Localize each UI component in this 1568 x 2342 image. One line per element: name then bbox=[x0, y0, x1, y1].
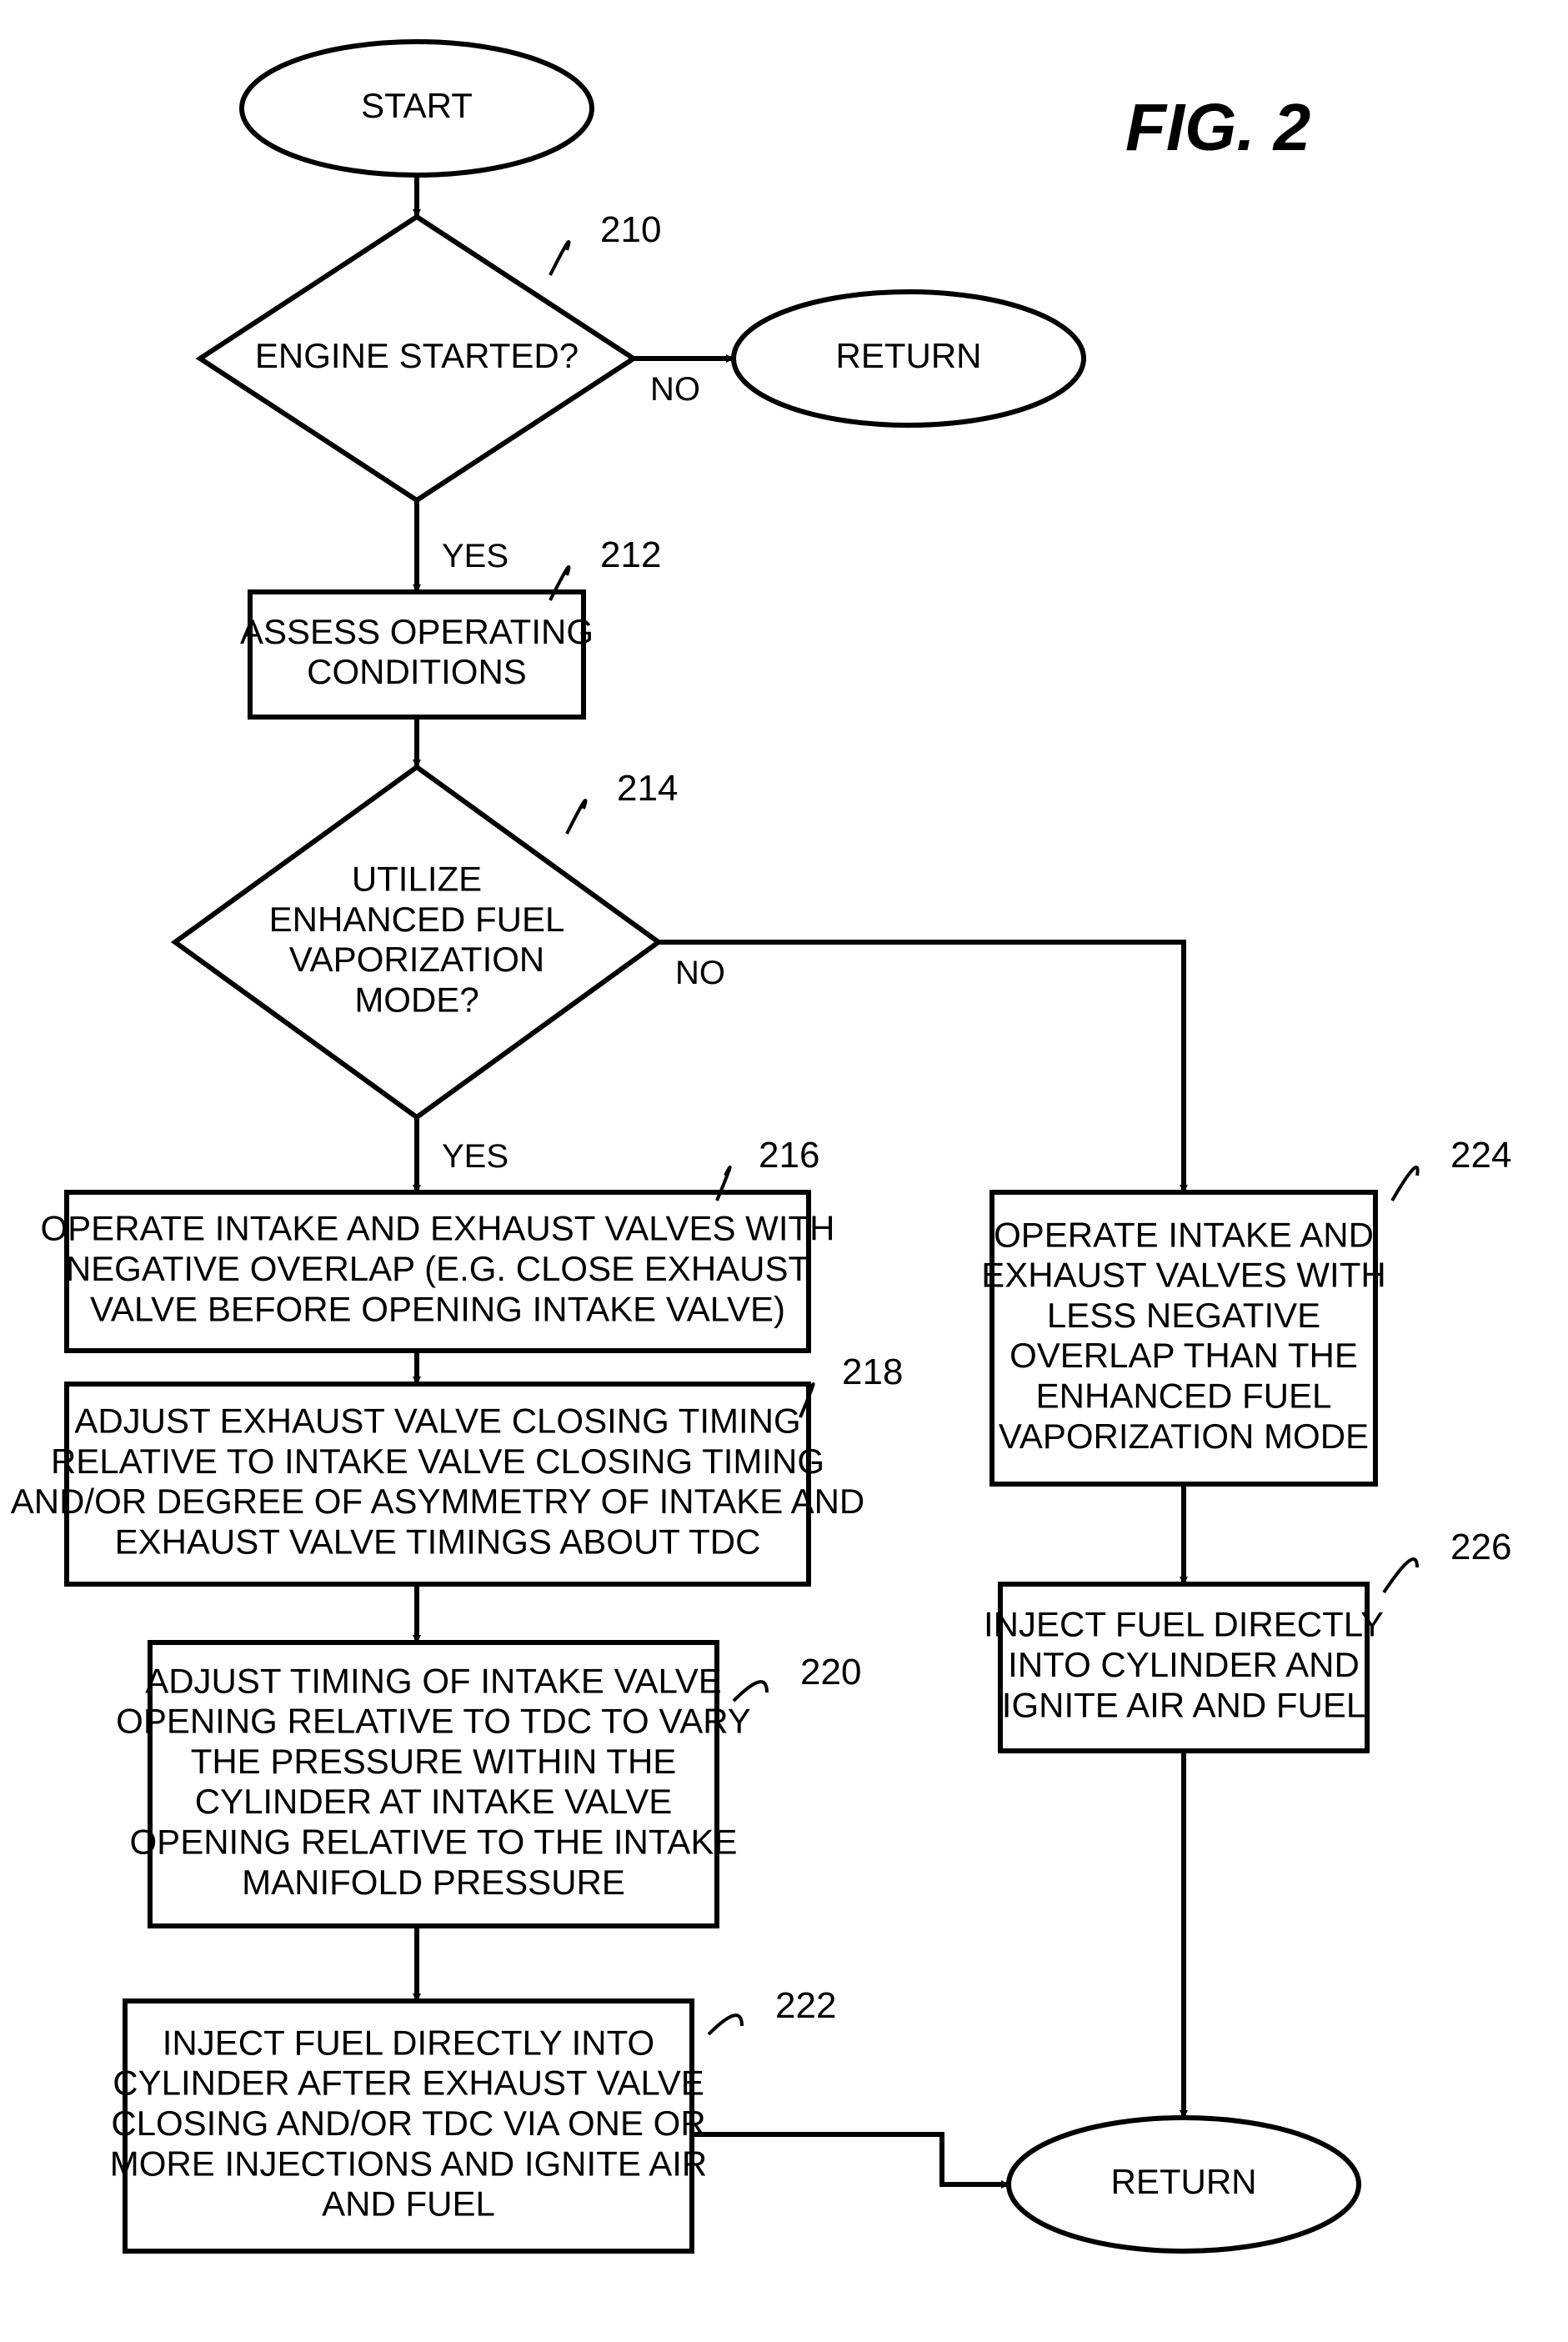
callout-label-p220: 220 bbox=[800, 1652, 861, 1693]
node-p226: INJECT FUEL DIRECTLYINTO CYLINDER ANDIGN… bbox=[984, 1584, 1384, 1751]
svg-text:RETURN: RETURN bbox=[836, 336, 982, 375]
callout-leader-d214 bbox=[567, 800, 586, 834]
edge-label-1: NO bbox=[650, 371, 700, 408]
callout-label-p212: 212 bbox=[600, 534, 661, 575]
callout-leader-p226 bbox=[1384, 1559, 1417, 1592]
node-return2: RETURN bbox=[1009, 2118, 1359, 2251]
edge-label-8: NO bbox=[675, 955, 725, 991]
svg-text:ENGINE STARTED?: ENGINE STARTED? bbox=[255, 336, 579, 375]
node-p212: ASSESS OPERATINGCONDITIONS bbox=[240, 592, 594, 717]
svg-text:START: START bbox=[361, 86, 473, 125]
callout-label-d214: 214 bbox=[617, 768, 678, 809]
node-p220: ADJUST TIMING OF INTAKE VALVEOPENING REL… bbox=[116, 1642, 751, 1926]
flowchart: START RETURN RETURN ENGINE STARTED? ASSESS O… bbox=[0, 0, 1568, 2342]
edge-11 bbox=[692, 2134, 1009, 2184]
callout-leader-p224 bbox=[1392, 1167, 1418, 1201]
edge-label-4: YES bbox=[442, 1138, 508, 1175]
svg-text:ADJUST EXHAUST VALVE CLOSING T: ADJUST EXHAUST VALVE CLOSING TIMINGRELAT… bbox=[11, 1402, 865, 1562]
node-d210: ENGINE STARTED? bbox=[200, 217, 634, 500]
node-return1: RETURN bbox=[734, 292, 1084, 425]
callout-label-p224: 224 bbox=[1450, 1135, 1511, 1176]
callout-label-p226: 226 bbox=[1450, 1527, 1511, 1567]
svg-text:INJECT FUEL DIRECTLYINTO CYLIN: INJECT FUEL DIRECTLYINTO CYLINDER ANDIGN… bbox=[984, 1605, 1384, 1725]
svg-text:RETURN: RETURN bbox=[1111, 2162, 1257, 2201]
edge-8 bbox=[659, 942, 1184, 1192]
svg-text:OPERATE INTAKE AND EXHAUST VAL: OPERATE INTAKE AND EXHAUST VALVES WITHNE… bbox=[41, 1209, 835, 1329]
node-start: START bbox=[242, 42, 592, 175]
edge-label-2: YES bbox=[442, 538, 508, 574]
callout-label-p222: 222 bbox=[775, 1985, 836, 2026]
node-p222: INJECT FUEL DIRECTLY INTOCYLINDER AFTER … bbox=[110, 2001, 707, 2251]
callout-label-p218: 218 bbox=[842, 1352, 903, 1392]
callout-leader-p220 bbox=[734, 1682, 767, 1701]
callout-leader-p222 bbox=[709, 2015, 742, 2034]
callout-leader-d210 bbox=[550, 242, 569, 275]
node-p216: OPERATE INTAKE AND EXHAUST VALVES WITHNE… bbox=[41, 1192, 835, 1351]
node-p224: OPERATE INTAKE ANDEXHAUST VALVES WITHLES… bbox=[981, 1192, 1385, 1484]
callout-label-d210: 210 bbox=[600, 209, 661, 250]
node-p218: ADJUST EXHAUST VALVE CLOSING TIMINGRELAT… bbox=[11, 1384, 865, 1584]
svg-text:OPERATE INTAKE ANDEXHAUST VALV: OPERATE INTAKE ANDEXHAUST VALVES WITHLES… bbox=[981, 1215, 1385, 1456]
node-d214: UTILIZEENHANCED FUELVAPORIZATIONMODE? bbox=[175, 767, 659, 1117]
figure-title: FIG. 2 bbox=[1125, 90, 1310, 164]
callout-label-p216: 216 bbox=[759, 1135, 819, 1176]
